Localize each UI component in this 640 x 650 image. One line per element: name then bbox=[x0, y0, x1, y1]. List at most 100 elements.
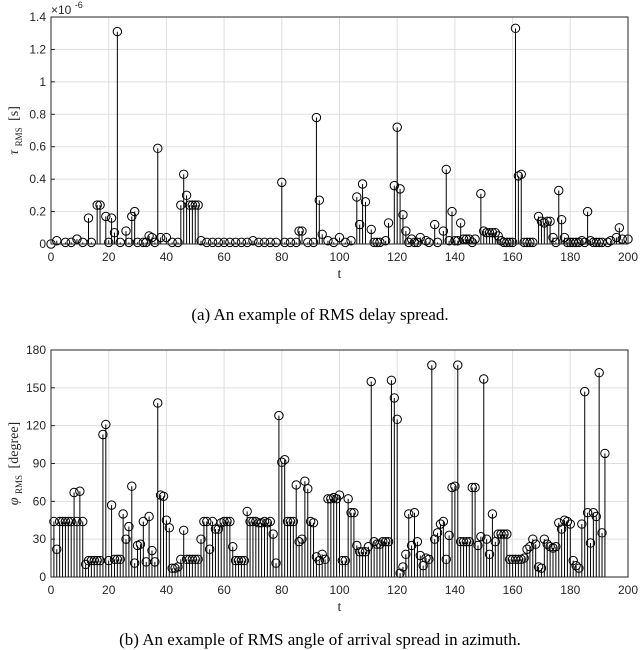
stem-marker bbox=[366, 224, 376, 235]
y-tick-label: 0.2 bbox=[29, 205, 46, 219]
stem-marker bbox=[271, 558, 281, 568]
stem-marker bbox=[513, 171, 524, 181]
x-tick-label: 60 bbox=[217, 583, 231, 597]
y-tick-label: 0.6 bbox=[29, 140, 46, 154]
stem-marker bbox=[52, 544, 62, 554]
y-axis-ticks: 0 0.2 0.4 0.6 0.8 1 1.2 1.4 bbox=[29, 10, 55, 251]
stem-marker bbox=[219, 516, 229, 527]
x-tick-label: 160 bbox=[503, 250, 523, 264]
stem-marker bbox=[617, 234, 627, 244]
stem-marker bbox=[484, 227, 495, 238]
stem-marker bbox=[461, 536, 472, 547]
stem-marker bbox=[559, 232, 570, 243]
stem-marker bbox=[354, 219, 365, 230]
stem-marker bbox=[118, 509, 128, 519]
stem-marker bbox=[360, 197, 371, 207]
stem-marker bbox=[490, 227, 500, 238]
y-axis-label: φ RMS [degree] bbox=[7, 422, 26, 505]
stem-marker bbox=[450, 236, 460, 246]
stem-marker bbox=[424, 554, 434, 565]
stem-marker bbox=[406, 234, 417, 244]
stem-marker bbox=[124, 521, 134, 532]
stem-marker bbox=[196, 236, 206, 246]
stem-marker bbox=[95, 200, 105, 210]
angle-spread-chart: 0 20 40 60 80 100 120 140 160 180 200 0 30 60 90 120 15… bbox=[7, 343, 638, 649]
y-tick-label: 0 bbox=[39, 237, 46, 251]
stem-marker bbox=[473, 540, 483, 551]
stem-marker bbox=[303, 237, 313, 248]
stem-marker bbox=[60, 237, 71, 248]
stem-marker bbox=[66, 516, 76, 527]
y-tick-label: 150 bbox=[26, 381, 46, 395]
stem-marker bbox=[585, 236, 596, 246]
stem-marker bbox=[346, 236, 356, 246]
stem-marker bbox=[352, 540, 362, 551]
stem-marker bbox=[334, 490, 345, 500]
y-axis-symbol: τ bbox=[7, 149, 22, 155]
x-tick-label: 160 bbox=[503, 583, 523, 597]
stem-marker bbox=[282, 516, 293, 527]
stem-marker bbox=[398, 562, 408, 572]
stem-marker bbox=[432, 528, 443, 538]
stem-marker bbox=[352, 192, 362, 202]
stem-marker bbox=[115, 554, 125, 565]
stem-marker bbox=[242, 506, 252, 517]
x-tick-label: 140 bbox=[445, 250, 465, 264]
stem-marker bbox=[412, 237, 423, 248]
stem-marker bbox=[265, 516, 275, 527]
stem-marker bbox=[357, 179, 368, 189]
stem-marker bbox=[380, 536, 391, 547]
x-tick-label: 0 bbox=[48, 583, 55, 597]
y-tick-label: 120 bbox=[26, 419, 46, 433]
stem-marker bbox=[487, 509, 498, 519]
stem-marker bbox=[190, 200, 200, 210]
y-tick-label: 30 bbox=[33, 532, 47, 546]
stem-marker bbox=[66, 237, 76, 248]
stem-marker bbox=[432, 237, 443, 248]
stem-marker bbox=[153, 143, 163, 154]
stem-marker bbox=[346, 507, 356, 518]
x-tick-label: 0 bbox=[48, 250, 55, 264]
stem-marker bbox=[554, 185, 564, 196]
stem-marker bbox=[458, 234, 469, 244]
stem-marker bbox=[101, 419, 111, 430]
stem-marker bbox=[528, 237, 538, 248]
stem-marker bbox=[479, 374, 489, 384]
stem-marker bbox=[202, 516, 212, 527]
stem-marker bbox=[421, 236, 431, 246]
stem-marker bbox=[317, 549, 327, 559]
stem-marker bbox=[135, 539, 146, 549]
y-exponent-power: -6 bbox=[75, 0, 83, 10]
stem-marker bbox=[164, 523, 174, 533]
stem-marker bbox=[213, 524, 224, 534]
stem-marker bbox=[594, 368, 604, 378]
stem-marker bbox=[392, 122, 402, 132]
stem-marker bbox=[340, 237, 350, 248]
stem-marker bbox=[207, 237, 218, 248]
stem-marker bbox=[430, 219, 440, 230]
y-exponent-base: ×10 bbox=[51, 3, 72, 17]
x-axis-label: t bbox=[338, 600, 342, 615]
stem-marker bbox=[279, 455, 290, 465]
stem-marker bbox=[528, 534, 538, 544]
stem-marker bbox=[605, 236, 616, 246]
stem-marker bbox=[265, 237, 275, 248]
stem-marker bbox=[147, 545, 157, 556]
stem-marker bbox=[496, 236, 506, 246]
stem-marker bbox=[392, 414, 402, 425]
stem-marker bbox=[516, 169, 526, 179]
y-axis-ticks: 0 30 60 90 120 150 180 bbox=[26, 343, 55, 584]
stem-marker bbox=[112, 26, 123, 37]
stem-marker bbox=[467, 237, 477, 248]
stem-marker bbox=[487, 227, 498, 238]
stem-marker bbox=[294, 226, 304, 236]
stem-marker bbox=[297, 226, 307, 236]
stem-marker bbox=[536, 563, 547, 573]
stem-marker bbox=[288, 516, 299, 527]
stem-marker bbox=[354, 547, 365, 557]
stem-marker bbox=[542, 216, 552, 227]
stem-marker bbox=[303, 484, 313, 494]
stem-marker bbox=[450, 481, 460, 491]
stem-marker bbox=[582, 206, 593, 217]
stem-marker bbox=[600, 448, 610, 459]
